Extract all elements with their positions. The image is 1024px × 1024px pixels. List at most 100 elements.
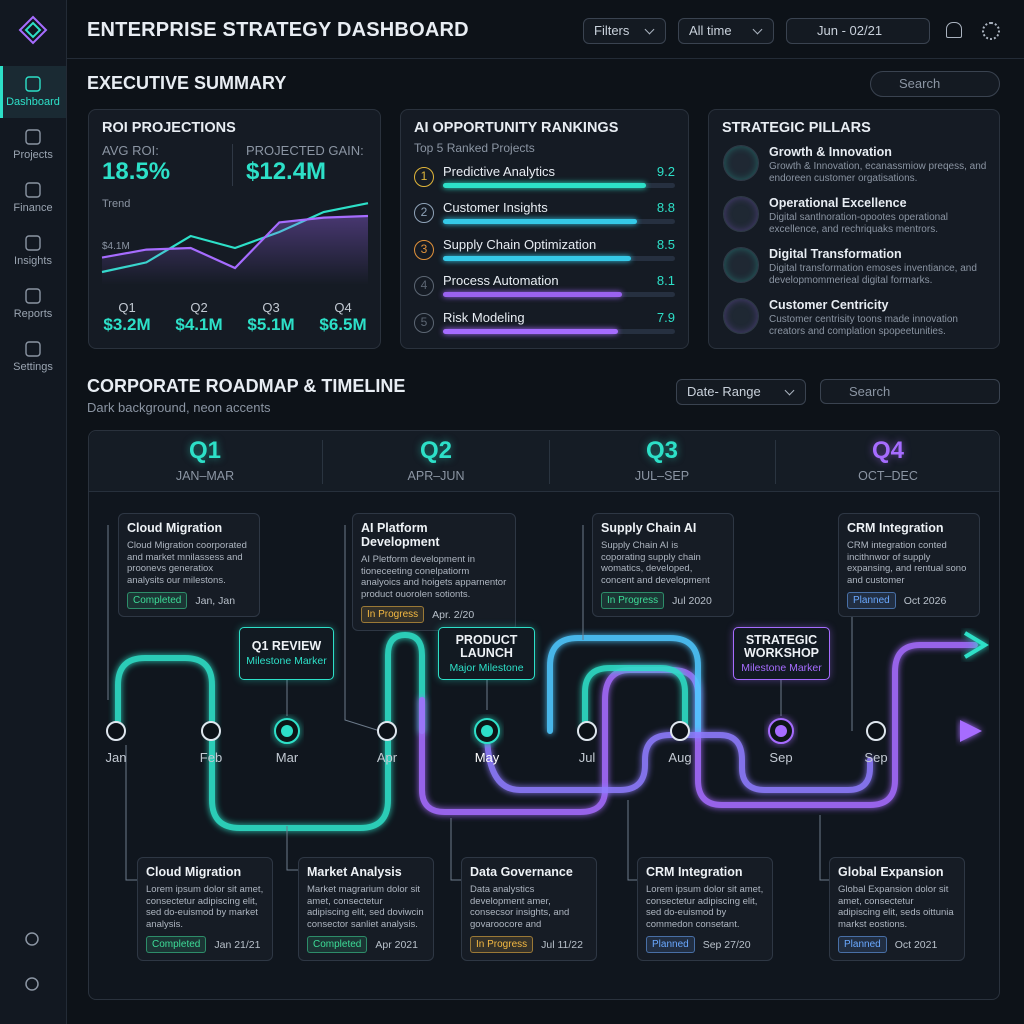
pillar-title: Operational Excellence — [769, 196, 907, 210]
score-bar — [443, 183, 647, 188]
date-label: Jun - 02/21 — [817, 23, 883, 38]
card-text: Global Expansion dolor sit amet, consect… — [838, 884, 954, 930]
roadmap-card: Market Analysis Market magrarium dolor si… — [298, 857, 434, 961]
label: Date- Range — [687, 384, 761, 399]
timeline-node — [866, 721, 886, 741]
milestone-subtitle: Milestone Marker — [741, 661, 822, 674]
milestone-title: Q1 REVIEW — [251, 639, 322, 653]
range-dropdown[interactable]: Date- Range — [676, 379, 806, 405]
icon-shape — [25, 932, 39, 946]
icon-shape — [25, 288, 41, 304]
icon-shape — [25, 235, 41, 251]
icon-shape — [25, 129, 41, 145]
month-label: Apr — [377, 750, 398, 765]
icon-shape — [25, 182, 41, 198]
filters-dropdown[interactable]: Filters — [583, 18, 666, 44]
search-box[interactable]: Search — [820, 379, 1000, 404]
neon-path — [582, 665, 688, 734]
roadmap-card: Global Expansion Global Expansion dolor s… — [829, 857, 965, 961]
roadmap-card: Cloud Migration Lorem ipsum dolor sit ame… — [137, 857, 273, 961]
card-subtitle: Top 5 Ranked Projects — [414, 141, 535, 155]
pillar-text: Customer centrisity toons made innovatio… — [769, 314, 958, 337]
roadmap-card: AI Platform Development AI Pletform devel… — [352, 513, 516, 631]
node-core — [281, 725, 293, 737]
card-footer: Completed Jan, Jan — [127, 592, 251, 609]
kpi-divider — [232, 144, 233, 186]
logo-shape — [18, 15, 48, 45]
sidebar — [0, 0, 67, 1024]
nav-item[interactable]: Finance — [13, 202, 53, 214]
card-title: CRM Integration — [646, 865, 743, 879]
settings[interactable] — [982, 22, 1000, 40]
status-badge: In Progress — [601, 592, 665, 609]
nav-item[interactable]: Dashboard — [6, 96, 60, 108]
card-title: Global Expansion — [838, 865, 944, 879]
card-title: ROI PROJECTIONS — [102, 120, 236, 136]
nav-icon — [25, 235, 41, 251]
roi-card: ROI PROJECTIONS AVG ROI: 18.5% PROJECTED GA… — [88, 109, 381, 349]
nav-item[interactable]: Projects — [13, 149, 53, 161]
card-title: STRATEGIC PILLARS — [722, 120, 871, 136]
card-text: CRM integration conted incithnwor of sup… — [847, 540, 967, 586]
card-date: Jul 11/22 — [541, 938, 583, 951]
pillar-title: Growth & Innovation — [769, 145, 892, 159]
card-footer: Planned Sep 27/20 — [646, 936, 764, 953]
quarter-value: $6.5M — [319, 315, 367, 334]
kpi-label: PROJECTED GAIN: — [246, 143, 364, 158]
rank-badge: 5 — [414, 312, 434, 333]
project-name: Predictive Analytics — [443, 164, 555, 179]
trend-label: Trend — [102, 198, 131, 210]
quarter-label: Q4 — [334, 300, 352, 315]
card-date: Oct 2021 — [894, 938, 938, 951]
timeline-node — [577, 721, 597, 741]
kpi-value: 18.5% — [102, 158, 171, 185]
rank-badge: 4 — [414, 276, 434, 297]
card-title: Supply Chain AI — [601, 521, 697, 535]
kpi-label: AVG ROI: — [102, 143, 159, 158]
nav-icon — [25, 76, 41, 92]
axis-arrow — [960, 720, 982, 742]
logo-shape — [24, 21, 42, 39]
card-footer: In Progress Jul 11/22 — [470, 936, 588, 953]
project-score: 7.9 — [656, 309, 675, 325]
nav-item[interactable]: Insights — [14, 255, 52, 267]
score-bar — [443, 292, 622, 298]
nav-item[interactable]: Reports — [13, 308, 53, 320]
card-footer: In Progress Apr. 2/20 — [361, 606, 507, 623]
card-footer: Completed Apr 2021 — [307, 936, 425, 953]
connector — [819, 815, 829, 881]
month-label: Sep — [864, 750, 887, 765]
trend-chart — [101, 202, 369, 285]
score-bar — [443, 328, 618, 334]
month-label: Sep — [769, 750, 792, 765]
pillar-icon — [723, 196, 759, 232]
milestone-subtitle: Milestone Marker — [246, 655, 327, 667]
search-box[interactable]: Search — [870, 71, 1000, 97]
date-picker[interactable]: Jun - 02/21 — [786, 18, 930, 44]
month-label: Aug — [668, 750, 691, 765]
trend-line — [101, 214, 369, 270]
notifications[interactable] — [946, 22, 962, 38]
quarter-label: Q2 — [190, 300, 208, 315]
nav-item[interactable]: Settings — [13, 361, 53, 373]
milestone: PRODUCT LAUNCH Major Milestone — [438, 627, 535, 680]
month-label: Jan — [106, 750, 127, 765]
card-date: Oct 2026 — [903, 594, 947, 607]
card-date: Jan, Jan — [195, 594, 236, 607]
rankings-card: AI OPPORTUNITY RANKINGS Top 5 Ranked Proj… — [400, 109, 689, 349]
quarter-months: JUL–SEP — [634, 469, 690, 483]
roadmap-card: Supply Chain AI Supply Chain AI is copora… — [592, 513, 734, 617]
card-title: Cloud Migration — [146, 865, 242, 879]
status-badge: Completed — [146, 936, 207, 953]
card-title: Market Analysis — [307, 865, 402, 879]
card-text: Lorem ipsum dolor sit amet, consectetur … — [646, 884, 764, 930]
quarter-label: Q3 — [262, 300, 280, 315]
milestone-subtitle: Major Milestone — [449, 661, 524, 674]
search-placeholder: Search — [849, 384, 891, 399]
nav-icon — [25, 341, 41, 357]
card-date: Apr 2021 — [375, 938, 418, 951]
card-text: Supply Chain AI is coporating supply cha… — [601, 540, 710, 586]
time-dropdown[interactable]: All time — [678, 18, 774, 44]
node-core — [775, 725, 787, 737]
